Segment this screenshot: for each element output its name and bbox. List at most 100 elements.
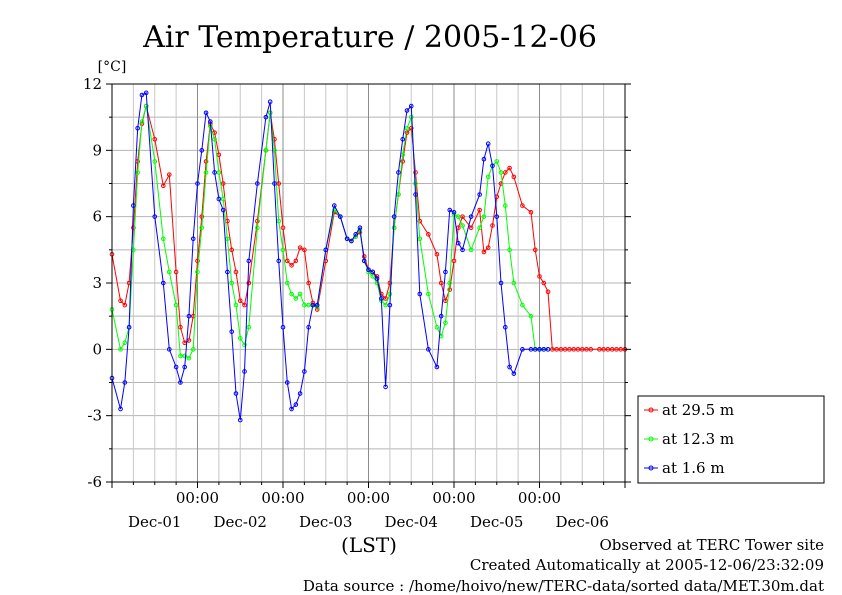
data-point (263, 148, 269, 153)
x-tick-label-date: Dec-03 (299, 513, 352, 531)
data-point (528, 313, 534, 319)
data-point (383, 296, 388, 301)
data-point (485, 245, 491, 250)
data-point (233, 391, 239, 396)
data-point (537, 274, 542, 279)
data-point (554, 347, 559, 352)
data-point (451, 258, 457, 264)
data-point (289, 263, 294, 268)
x-tick-label-date: Dec-04 (385, 513, 438, 531)
data-point (490, 223, 495, 228)
y-tick-label: 9 (92, 141, 102, 159)
data-point (284, 280, 290, 286)
data-point (199, 148, 205, 153)
y-axis-label: [°C] (98, 59, 127, 75)
data-point (233, 302, 239, 308)
data-point (229, 280, 234, 286)
data-point (225, 269, 230, 275)
data-point (246, 258, 252, 264)
data-point (571, 347, 577, 352)
chart-title: Air Temperature / 2005-12-06 (142, 20, 597, 55)
data-point (203, 170, 209, 175)
data-point (451, 209, 457, 215)
data-point (126, 324, 132, 330)
data-point (276, 181, 282, 186)
data-point (190, 236, 196, 242)
data-point (391, 214, 397, 219)
data-point (246, 280, 252, 286)
y-tick-label: 6 (92, 208, 102, 226)
x-tick-label-date: Dec-02 (214, 513, 267, 531)
x-tick-label-date: Dec-06 (556, 513, 609, 531)
data-point (618, 347, 624, 352)
data-point (485, 141, 491, 146)
data-point (434, 251, 440, 257)
data-point (498, 170, 504, 175)
data-point (550, 347, 555, 352)
data-point (503, 203, 508, 208)
y-tick-label: -3 (87, 407, 102, 425)
data-point (477, 225, 482, 231)
data-point (426, 232, 431, 237)
data-point (173, 302, 179, 308)
data-point (545, 289, 551, 295)
data-point (152, 136, 158, 142)
data-point (131, 225, 136, 231)
data-point (182, 353, 187, 359)
data-point (344, 236, 350, 242)
data-point (374, 280, 380, 286)
data-point (584, 347, 589, 352)
data-point (143, 90, 149, 96)
data-point (447, 280, 453, 286)
data-point (443, 320, 448, 326)
data-point (289, 291, 294, 297)
data-point (263, 114, 269, 120)
data-point (477, 207, 482, 213)
data-point (455, 214, 461, 219)
x-tick-label-time: 00:00 (176, 489, 219, 507)
data-point (118, 347, 123, 352)
data-point (272, 181, 277, 186)
data-point (246, 324, 252, 330)
data-point (293, 296, 299, 301)
data-point (139, 92, 145, 98)
data-point (118, 406, 123, 412)
data-point (503, 324, 508, 330)
data-point (588, 347, 594, 352)
data-point (199, 225, 205, 231)
data-point (426, 291, 431, 297)
data-point (293, 402, 299, 407)
series-line (111, 91, 548, 421)
data-point (272, 136, 277, 142)
data-point (306, 280, 311, 286)
data-point (443, 298, 448, 303)
data-point (220, 181, 226, 186)
data-point (302, 302, 307, 308)
data-point (242, 302, 247, 308)
data-point (507, 165, 512, 171)
data-point (152, 159, 158, 164)
data-point (122, 380, 128, 385)
data-point (490, 163, 495, 169)
grid (111, 83, 626, 483)
data-point (366, 267, 371, 273)
x-tick-label-time: 00:00 (347, 489, 390, 507)
data-point (195, 269, 200, 275)
data-point (520, 203, 525, 208)
data-point (597, 347, 602, 352)
data-point (532, 247, 538, 253)
data-point (306, 324, 311, 330)
data-point (481, 214, 487, 219)
data-point (267, 99, 273, 104)
data-point (443, 269, 448, 275)
data-point (237, 335, 243, 341)
data-point (434, 364, 440, 370)
data-point (161, 183, 166, 189)
data-point (434, 324, 440, 330)
data-point (293, 258, 299, 264)
data-point (323, 247, 329, 253)
data-point (161, 280, 166, 286)
data-point (400, 159, 406, 164)
data-point (297, 245, 303, 250)
data-point (186, 355, 192, 361)
